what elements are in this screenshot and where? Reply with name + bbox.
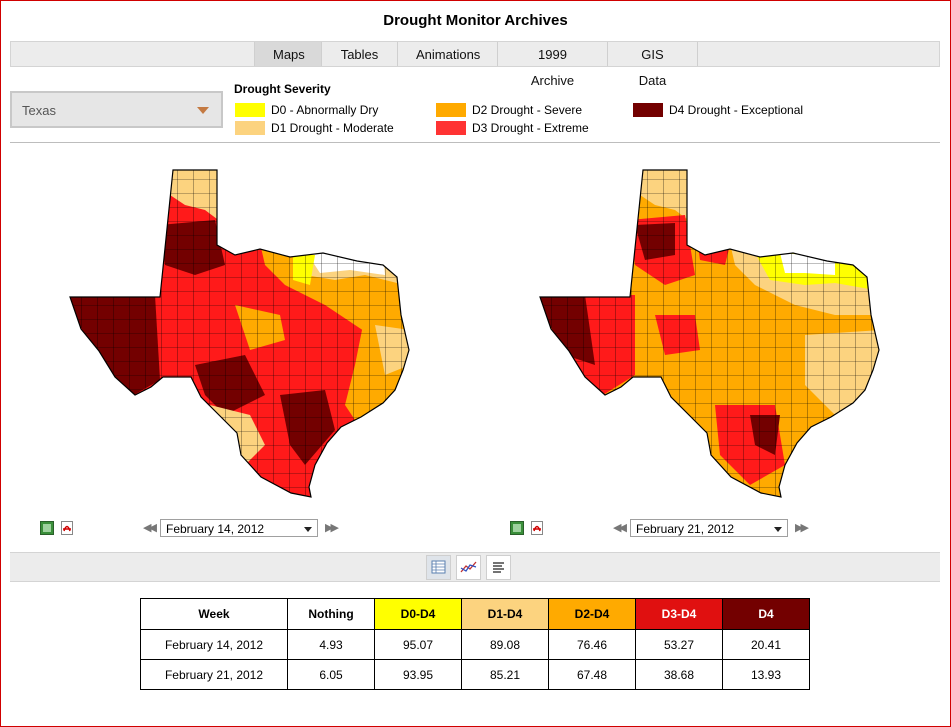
cell-week: February 21, 2012 [140,659,288,690]
table-view-icon [431,560,446,574]
text-view-icon [493,562,504,573]
legend-swatch [235,121,265,135]
table-view-button[interactable] [426,555,451,580]
state-select-value: Texas [22,103,56,118]
drought-stats-table: Week Nothing D0-D4 D1-D4 D2-D4 D3-D4 D4 … [140,598,810,690]
image-icon[interactable] [510,521,524,535]
legend-swatch [436,103,466,117]
date-select-right[interactable]: February 21, 2012 [630,519,788,537]
view-toggle-bar [10,552,940,582]
legend-item-d1: D1 Drought - Moderate [235,121,394,135]
legend-title: Drought Severity [234,82,331,96]
cell-d0-d4: 95.07 [374,629,462,660]
col-header-week: Week [140,598,288,630]
col-header-d2-d4: D2-D4 [548,598,636,630]
page-title: Drought Monitor Archives [383,12,568,29]
legend-swatch [235,103,265,117]
col-header-d0-d4: D0-D4 [374,598,462,630]
cell-d2-d4: 76.46 [548,629,636,660]
tab-bar: Maps Tables Animations 1999 Archive GIS … [10,41,940,88]
table-row: February 21, 2012 6.05 93.95 85.21 67.48… [140,659,810,690]
legend-swatch [633,103,663,117]
cell-d2-d4: 67.48 [548,659,636,690]
previous-arrows-icon[interactable]: ◀◀ [143,522,157,534]
image-icon[interactable] [40,521,54,535]
tab-gis-data[interactable]: GIS Data [608,42,698,88]
drought-map-feb-14 [69,169,410,498]
date-select-value: February 21, 2012 [636,522,735,536]
cell-d0-d4: 93.95 [374,659,462,690]
cell-week: February 14, 2012 [140,629,288,660]
cell-d1-d4: 85.21 [461,659,549,690]
cell-nothing: 6.05 [287,659,375,690]
tab-animations[interactable]: Animations [398,42,498,66]
map-controls-right: ◀◀ February 21, 2012 ▶▶ [0,517,951,539]
drought-map-feb-21 [539,169,880,498]
date-select-value: February 14, 2012 [166,522,265,536]
cell-d4: 20.41 [722,629,810,660]
legend-item-d0: D0 - Abnormally Dry [235,103,378,117]
pdf-icon[interactable] [530,521,544,535]
legend-label: D2 Drought - Severe [472,103,583,117]
legend-item-d4: D4 Drought - Exceptional [633,103,803,117]
cell-d1-d4: 89.08 [461,629,549,660]
pdf-icon[interactable] [60,521,74,535]
tab-maps[interactable]: Maps [254,42,322,66]
divider [10,142,940,143]
dropdown-arrow-icon [304,527,312,532]
tab-1999-archive[interactable]: 1999 Archive [498,42,608,88]
legend-label: D0 - Abnormally Dry [271,103,379,117]
next-arrows-icon[interactable]: ▶▶ [325,522,339,534]
col-header-nothing: Nothing [287,598,375,630]
table-header-row: Week Nothing D0-D4 D1-D4 D2-D4 D3-D4 D4 [140,598,810,630]
cell-d3-d4: 53.27 [635,629,723,660]
cell-nothing: 4.93 [287,629,375,660]
legend-item-d3: D3 Drought - Extreme [436,121,589,135]
cell-d3-d4: 38.68 [635,659,723,690]
chart-view-button[interactable] [456,555,481,580]
dropdown-arrow-icon [774,527,782,532]
chart-view-icon [460,561,477,573]
state-select[interactable]: Texas [10,91,223,128]
tab-tables[interactable]: Tables [322,42,398,66]
dropdown-arrow-icon [197,107,209,114]
legend-item-d2: D2 Drought - Severe [436,103,582,117]
legend-swatch [436,121,466,135]
previous-arrows-icon[interactable]: ◀◀ [613,522,627,534]
cell-d4: 13.93 [722,659,810,690]
col-header-d4: D4 [722,598,810,630]
table-row: February 14, 2012 4.93 95.07 89.08 76.46… [140,629,810,660]
legend-label: D3 Drought - Extreme [472,121,589,135]
next-arrows-icon[interactable]: ▶▶ [795,522,809,534]
col-header-d1-d4: D1-D4 [461,598,549,630]
col-header-d3-d4: D3-D4 [635,598,723,630]
map-controls-left: ◀◀ February 14, 2012 ▶▶ [0,517,475,539]
legend-label: D4 Drought - Exceptional [669,103,804,117]
date-select-left[interactable]: February 14, 2012 [160,519,318,537]
text-view-button[interactable] [486,555,511,580]
legend-label: D1 Drought - Moderate [271,121,394,135]
